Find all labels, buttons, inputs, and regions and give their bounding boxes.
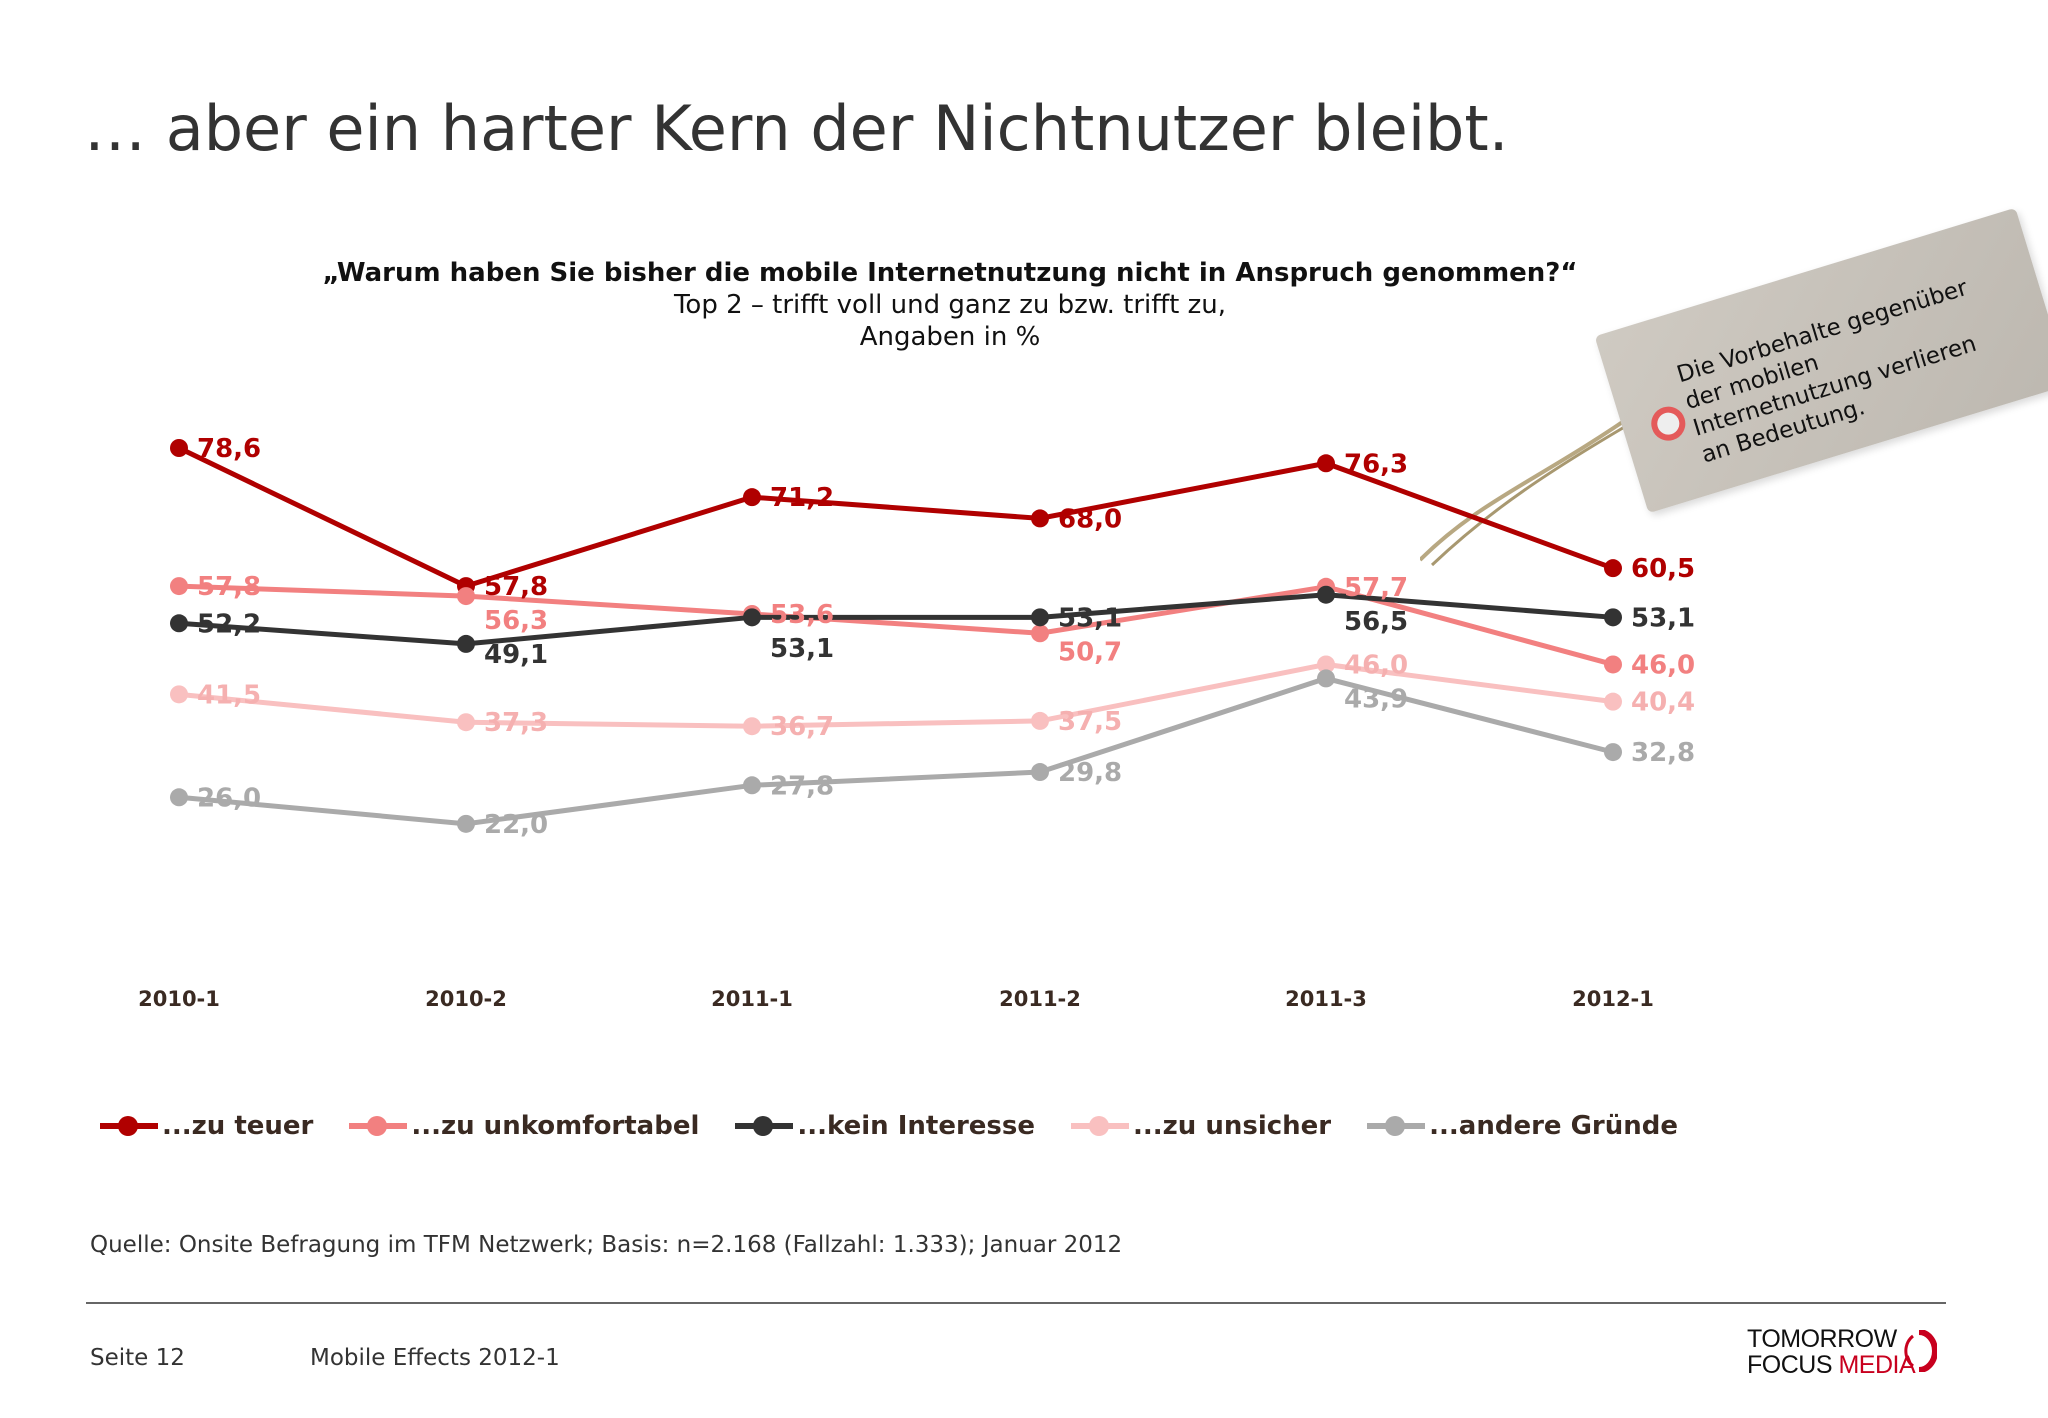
page-number: Seite 12	[90, 1345, 185, 1371]
data-label: 46,0	[1344, 650, 1408, 680]
series-line	[178, 592, 1614, 647]
data-label: 52,2	[197, 609, 261, 639]
legend-marker-icon	[1071, 1116, 1130, 1136]
data-point	[170, 577, 188, 596]
x-tick-label: 2012-1	[1572, 987, 1654, 1011]
x-tick-label: 2010-2	[425, 987, 507, 1011]
data-label: 37,3	[484, 708, 548, 738]
data-point	[457, 587, 475, 606]
data-label: 43,9	[1344, 684, 1408, 714]
data-label: 57,7	[1344, 573, 1408, 603]
data-point	[170, 788, 188, 807]
data-label: 53,1	[1058, 603, 1122, 633]
data-point	[1604, 559, 1622, 578]
legend-label: ...kein Interesse	[797, 1111, 1036, 1141]
x-tick-label: 2011-2	[999, 987, 1081, 1011]
data-point	[1031, 711, 1049, 730]
footer-divider	[86, 1302, 1946, 1304]
source-note: Quelle: Onsite Befragung im TFM Netzwerk…	[90, 1232, 1123, 1258]
logo-line2b: MEDIA	[1838, 1351, 1916, 1379]
data-point	[743, 776, 761, 795]
data-point	[170, 685, 188, 704]
legend-label: ...zu teuer	[162, 1111, 314, 1141]
legend-marker-icon	[100, 1116, 158, 1136]
data-label: 56,5	[1344, 607, 1408, 637]
legend: ...zu teuer ...zu unkomfortabel ...kein In…	[100, 1106, 1678, 1146]
legend-item: ...kein Interesse	[735, 1111, 1035, 1141]
data-label: 53,6	[770, 600, 834, 630]
data-label: 29,8	[1058, 758, 1122, 788]
data-label: 22,0	[484, 810, 548, 840]
series-line	[178, 661, 1614, 729]
data-label: 40,4	[1631, 688, 1695, 718]
data-label: 53,1	[1631, 603, 1695, 633]
chart-subtitle-2: Angaben in %	[859, 322, 1041, 352]
data-label: 49,1	[484, 640, 548, 670]
x-tick-label: 2011-3	[1285, 987, 1367, 1011]
series-line	[178, 675, 1614, 827]
data-point	[1317, 669, 1335, 688]
legend-label: ...zu unsicher	[1133, 1111, 1332, 1141]
chart-question: „Warum haben Sie bisher die mobile Inter…	[322, 258, 1578, 288]
line-chart: 78,6 57,8 52,2 41,5 26,0 57,8 56,3 49,1 37,3 22,0…	[138, 434, 1695, 1011]
data-label: 36,7	[770, 712, 834, 742]
logo-line2a: FOCUS	[1747, 1351, 1833, 1379]
report-name: Mobile Effects 2012-1	[310, 1345, 560, 1371]
data-point	[1031, 509, 1049, 528]
legend-item: ...andere Gründe	[1367, 1111, 1678, 1141]
data-point	[1317, 585, 1335, 604]
x-tick-label: 2010-1	[138, 987, 220, 1011]
data-point	[743, 488, 761, 507]
data-point	[1317, 454, 1335, 473]
data-label: 76,3	[1344, 449, 1408, 479]
data-label: 68,0	[1058, 504, 1122, 534]
data-point	[1031, 608, 1049, 627]
data-point	[457, 814, 475, 833]
data-label: 60,5	[1631, 554, 1695, 584]
data-point	[170, 439, 188, 457]
data-point	[1604, 743, 1622, 762]
data-label: 78,6	[197, 434, 261, 464]
x-tick-label: 2011-1	[711, 987, 793, 1011]
data-label: 57,8	[197, 572, 261, 602]
data-label: 37,5	[1058, 707, 1122, 737]
data-point	[743, 608, 761, 627]
legend-marker-icon	[735, 1116, 794, 1136]
data-point	[1604, 608, 1622, 627]
tomorrow-focus-media-logo: TOMORROW FOCUS MEDIA	[1747, 1325, 1937, 1379]
data-point	[1317, 655, 1335, 674]
data-label: 32,8	[1631, 738, 1695, 768]
data-label: 56,3	[484, 606, 548, 636]
data-point	[457, 713, 475, 732]
data-point	[457, 634, 475, 653]
legend-marker-icon	[349, 1116, 408, 1136]
logo-ring-icon	[1904, 1330, 1937, 1372]
chart-subtitle-1: Top 2 – trifft voll und ganz zu bzw. tri…	[673, 290, 1227, 320]
legend-item: ...zu unkomfortabel	[349, 1111, 699, 1141]
page-title: … aber ein harter Kern der Nichtnutzer b…	[84, 92, 1509, 165]
data-point	[1604, 692, 1622, 711]
series-line	[177, 445, 1614, 589]
data-label: 57,8	[484, 572, 548, 602]
legend-marker-icon	[1367, 1116, 1426, 1136]
data-point	[1031, 624, 1049, 643]
data-label: 50,7	[1058, 637, 1122, 667]
data-label: 41,5	[197, 680, 261, 710]
legend-label: ...andere Gründe	[1429, 1111, 1679, 1141]
data-label: 46,0	[1631, 650, 1695, 680]
data-point	[170, 614, 188, 633]
logo-line1: TOMORROW	[1747, 1325, 1897, 1353]
legend-label: ...zu unkomfortabel	[411, 1111, 700, 1141]
legend-item: ...zu teuer	[100, 1111, 313, 1141]
data-label: 26,0	[197, 783, 261, 813]
tag-string-icon	[1420, 408, 1646, 567]
data-point	[743, 717, 761, 736]
data-label: 53,1	[770, 634, 834, 664]
data-label: 27,8	[770, 771, 834, 801]
data-point	[1031, 763, 1049, 782]
legend-item: ...zu unsicher	[1071, 1111, 1331, 1141]
data-label: 71,2	[770, 483, 834, 513]
data-point	[1604, 655, 1622, 674]
